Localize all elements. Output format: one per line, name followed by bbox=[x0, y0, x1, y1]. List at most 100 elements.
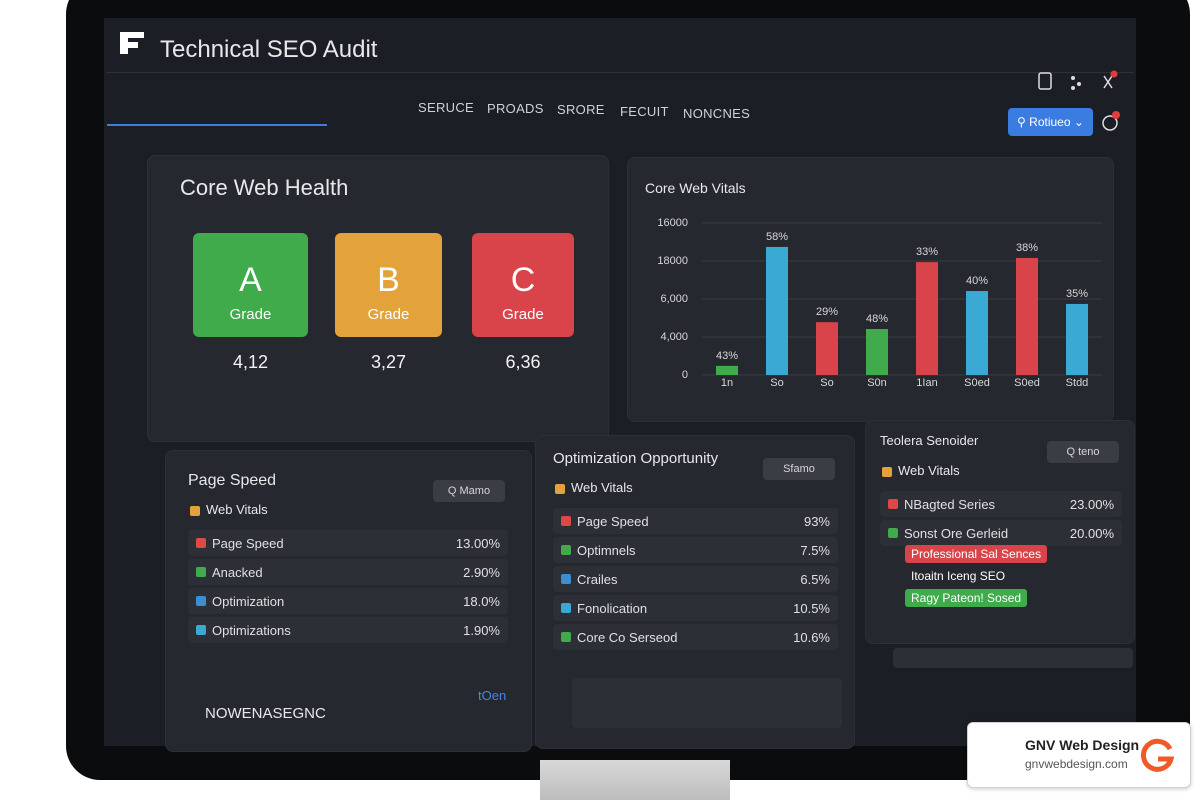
grade-letter: A bbox=[239, 261, 262, 299]
bar-label: 58% bbox=[766, 231, 788, 243]
service-tag: Ragy Pateon! Sosed bbox=[905, 589, 1028, 607]
legend-icon bbox=[190, 506, 200, 516]
panel-footer: NOWENASEGNC bbox=[205, 705, 326, 722]
header-icons[interactable] bbox=[1035, 70, 1120, 94]
notification-icon[interactable] bbox=[1100, 110, 1122, 134]
x-tick-label: So bbox=[770, 377, 783, 389]
table-row bbox=[880, 520, 1122, 546]
nav-item[interactable]: NONCNES bbox=[683, 106, 751, 121]
bar bbox=[1016, 257, 1038, 375]
grade-label: Grade bbox=[229, 306, 272, 323]
action-button[interactable]: ⚲ Rotiueo ⌄ bbox=[1008, 108, 1093, 136]
bar bbox=[966, 291, 988, 375]
nav-item[interactable]: FECUIT bbox=[620, 104, 669, 119]
grade-label: Grade bbox=[367, 306, 410, 323]
grade-tile: B Grade bbox=[335, 233, 442, 337]
row-value: 10.5% bbox=[793, 601, 830, 616]
table-row bbox=[880, 491, 1122, 517]
row-value: 6.5% bbox=[800, 572, 830, 587]
nav-item[interactable]: SERUCE bbox=[418, 100, 474, 115]
table-row bbox=[553, 566, 838, 592]
x-tick-label: Stdd bbox=[1066, 377, 1089, 389]
row-icon bbox=[561, 632, 571, 642]
panel-title: Teolera Senoider bbox=[880, 433, 979, 448]
row-value: 1.90% bbox=[463, 623, 500, 638]
row-value: 93% bbox=[803, 514, 830, 529]
row-label: Anacked bbox=[212, 565, 263, 580]
filter-button[interactable]: Q Mamo bbox=[433, 480, 505, 502]
app-title: Technical SEO Audit bbox=[160, 36, 378, 63]
chart-title: Core Web Vitals bbox=[645, 180, 746, 196]
bar-label: 48% bbox=[866, 313, 888, 325]
x-tick-label: S0n bbox=[867, 377, 887, 389]
panel-title: Core Web Health bbox=[180, 175, 349, 200]
placeholder-row bbox=[572, 678, 842, 728]
row-icon bbox=[888, 528, 898, 538]
bar-label: 29% bbox=[816, 306, 838, 318]
y-tick-label: 18000 bbox=[657, 255, 688, 267]
row-label: Fonolication bbox=[577, 601, 648, 616]
table-row bbox=[188, 588, 508, 614]
x-tick-label: 1n bbox=[721, 377, 733, 389]
panel-subtitle: Web Vitals bbox=[571, 480, 633, 495]
service-tag: Professional Sal Sences bbox=[905, 545, 1048, 563]
bar-label: 38% bbox=[1016, 242, 1038, 254]
row-label: Crailes bbox=[577, 572, 618, 587]
y-tick-label: 6,000 bbox=[660, 293, 688, 305]
nav-underline bbox=[107, 124, 327, 126]
row-value: 20.00% bbox=[1069, 526, 1114, 541]
bar-label: 33% bbox=[916, 246, 938, 258]
row-label: Optimnels bbox=[577, 543, 636, 558]
service-tag: Itoaitn Iceng SEO bbox=[911, 569, 1006, 583]
table-row bbox=[553, 624, 838, 650]
filter-button[interactable]: Q teno bbox=[1047, 441, 1119, 463]
y-tick-label: 16000 bbox=[657, 217, 688, 229]
grade-label: Grade bbox=[502, 306, 544, 323]
row-icon bbox=[561, 603, 571, 613]
bar bbox=[766, 246, 788, 375]
grade-tile: C Grade bbox=[472, 233, 574, 337]
panel-title: Optimization Opportunity bbox=[553, 450, 719, 467]
table-row bbox=[553, 595, 838, 621]
nav-item[interactable]: SRORE bbox=[557, 102, 605, 117]
row-icon bbox=[561, 516, 571, 526]
row-label: NBagted Series bbox=[904, 497, 996, 512]
bar bbox=[1066, 303, 1088, 375]
grade-score: 3,27 bbox=[370, 352, 407, 372]
panel-subtitle: Web Vitals bbox=[898, 463, 960, 478]
table-row bbox=[553, 537, 838, 563]
nav-item[interactable]: PROADS bbox=[487, 101, 544, 116]
table-row bbox=[553, 508, 838, 534]
bar bbox=[866, 329, 888, 375]
row-value: 10.6% bbox=[793, 630, 830, 645]
filter-button[interactable]: Sfamo bbox=[763, 458, 835, 480]
action-button-label: Rotiueo bbox=[1029, 115, 1071, 129]
row-value: 18.0% bbox=[463, 594, 500, 609]
row-icon bbox=[196, 625, 206, 635]
x-tick-label: 1Ian bbox=[916, 377, 937, 389]
row-value: 7.5% bbox=[800, 543, 830, 558]
grade-tile: A Grade bbox=[193, 233, 308, 337]
row-label: Page Speed bbox=[212, 536, 284, 551]
row-icon bbox=[196, 538, 206, 548]
monitor-stand bbox=[540, 760, 730, 800]
table-row bbox=[188, 617, 508, 643]
watermark-name: GNV Web Design bbox=[1025, 737, 1140, 753]
bar bbox=[716, 365, 738, 375]
bar-label: 43% bbox=[716, 350, 738, 362]
row-label: Optimization bbox=[212, 594, 285, 609]
bar bbox=[816, 322, 838, 375]
legend-icon bbox=[555, 484, 565, 494]
grade-letter: B bbox=[377, 261, 400, 299]
table-row bbox=[188, 559, 508, 585]
row-icon bbox=[561, 574, 571, 584]
panel-subtitle: Web Vitals bbox=[206, 502, 268, 517]
row-icon bbox=[561, 545, 571, 555]
panel-link[interactable]: tOen bbox=[478, 688, 507, 703]
row-icon bbox=[888, 499, 898, 509]
x-tick-label: S0ed bbox=[964, 377, 990, 389]
panel-title: Page Speed bbox=[188, 472, 277, 489]
placeholder-row bbox=[893, 648, 1133, 668]
row-icon bbox=[196, 596, 206, 606]
grade-letter: C bbox=[510, 261, 536, 299]
